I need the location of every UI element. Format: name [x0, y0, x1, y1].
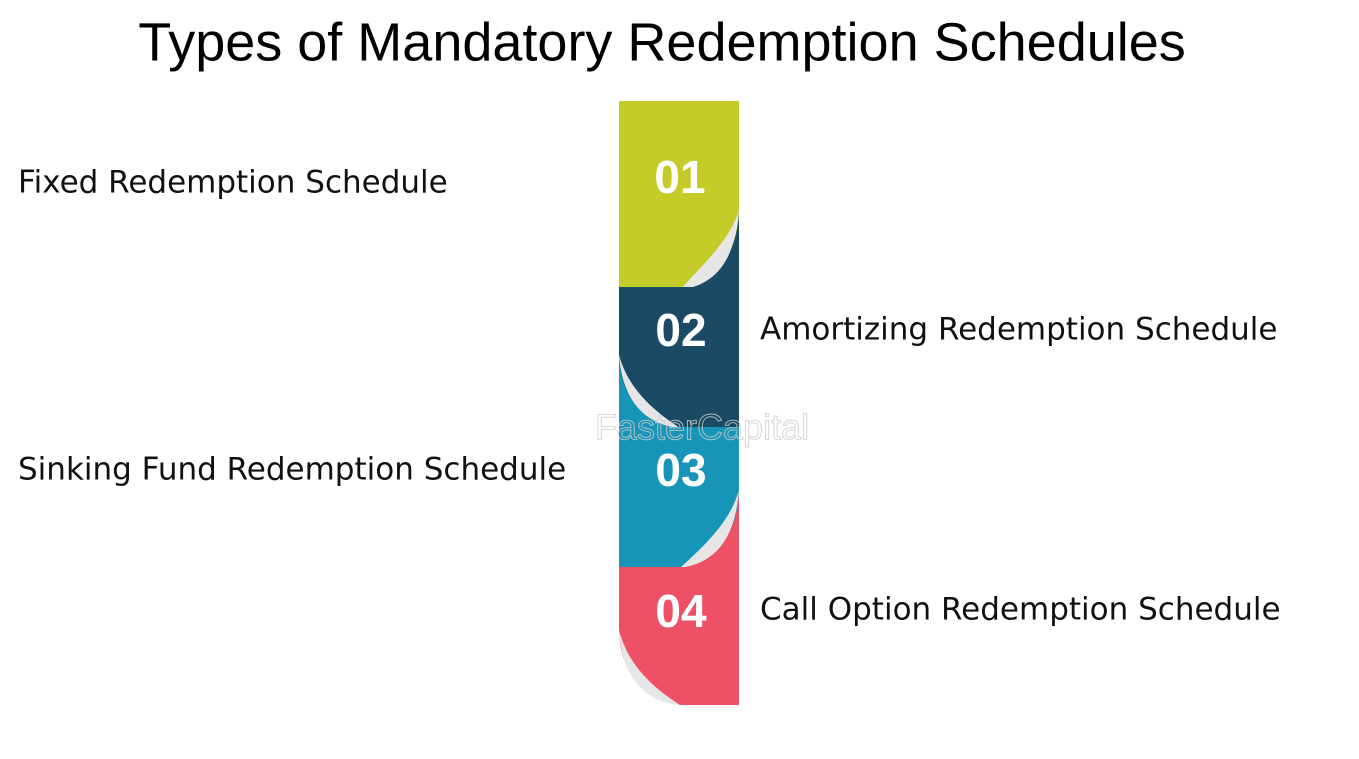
step-number: 01 — [654, 151, 705, 203]
title: Types of Mandatory Redemption Schedules — [138, 12, 1186, 72]
curl-back — [619, 355, 680, 428]
watermark: FasterCapital — [595, 407, 809, 448]
curl — [680, 490, 739, 568]
step-2: 02 Amortizing Redemption Schedule — [619, 287, 1277, 429]
step-label: Fixed Redemption Schedule — [18, 165, 448, 201]
step-label: Amortizing Redemption Schedule — [760, 312, 1277, 348]
step-1: 01 Fixed Redemption Schedule — [18, 101, 739, 291]
curl — [619, 630, 680, 705]
curl — [680, 210, 739, 290]
step-number: 03 — [655, 444, 706, 496]
curl-back — [619, 630, 680, 705]
step-4: 04 Call Option Redemption Schedule — [619, 567, 1281, 705]
curl — [619, 355, 680, 428]
step-label: Sinking Fund Redemption Schedule — [18, 452, 566, 488]
step-3: 03 Sinking Fund Redemption Schedule — [18, 427, 739, 569]
step-number: 02 — [655, 304, 706, 356]
curl-back — [680, 210, 739, 290]
step-label: Call Option Redemption Schedule — [760, 592, 1281, 628]
curl-back — [680, 490, 739, 568]
step-number: 04 — [655, 585, 707, 637]
